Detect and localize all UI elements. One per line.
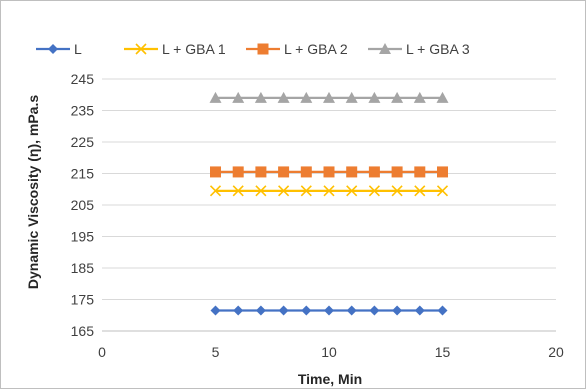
data-point-3-1 [232, 91, 245, 103]
legend-marker-3 [379, 43, 391, 54]
gridlines [102, 78, 556, 332]
y-tick-label-175: 175 [71, 292, 95, 308]
data-point-0-2 [255, 305, 266, 316]
data-point-0-4 [301, 305, 312, 316]
legend-marker-1 [135, 43, 147, 55]
data-point-3-3 [277, 91, 290, 103]
data-point-0-0 [210, 305, 221, 316]
data-point-2-7 [368, 166, 380, 178]
data-point-3-10 [436, 91, 449, 103]
data-point-3-6 [345, 91, 358, 103]
x-axis-title: Time, Min [298, 371, 362, 387]
data-point-2-10 [437, 166, 448, 178]
y-tick-label-245: 245 [71, 71, 95, 87]
legend-item-1: L + GBA 1 [124, 41, 226, 57]
data-point-0-8 [392, 305, 403, 316]
x-axis-ticks: 0 5 10 15 20 [98, 344, 564, 360]
data-point-2-1 [232, 166, 244, 178]
y-axis-ticks: 165 175 185 195 205 215 225 235 245 [71, 71, 95, 339]
x-tick-label-15: 15 [435, 344, 451, 360]
legend-item-3: L + GBA 3 [368, 41, 470, 57]
series-1 [209, 185, 449, 197]
data-point-2-0 [210, 166, 221, 178]
legend-label-0: L [74, 41, 82, 57]
y-tick-label-165: 165 [71, 323, 95, 339]
y-axis-title: Dynamic Viscosity (η), mPa.s [25, 95, 41, 289]
legend-marker-2 [257, 43, 269, 55]
data-point-1-6 [346, 185, 358, 197]
data-point-3-8 [391, 91, 404, 103]
x-tick-label-0: 0 [98, 344, 106, 360]
data-point-3-4 [300, 91, 313, 103]
legend-label-3: L + GBA 3 [406, 41, 470, 57]
legend: L L + GBA 1 L + GBA 2 L + GBA 3 [36, 41, 470, 57]
data-point-1-2 [255, 185, 267, 197]
data-point-1-10 [436, 185, 449, 197]
data-point-3-9 [413, 91, 426, 103]
legend-marker-0 [48, 44, 58, 54]
data-point-1-5 [323, 185, 335, 197]
data-point-2-8 [391, 166, 403, 178]
data-point-3-0 [209, 91, 222, 103]
series-2 [210, 166, 448, 178]
y-tick-label-225: 225 [71, 134, 95, 150]
data-point-1-1 [232, 185, 244, 197]
series-group [209, 91, 449, 316]
legend-label-1: L + GBA 1 [162, 41, 226, 57]
legend-item-0: L [36, 41, 82, 57]
data-point-2-2 [255, 166, 267, 178]
data-point-0-5 [324, 305, 334, 316]
data-point-2-5 [323, 166, 335, 178]
data-point-1-0 [209, 185, 222, 197]
y-tick-label-215: 215 [71, 166, 95, 182]
y-tick-label-235: 235 [71, 103, 95, 119]
legend-item-2: L + GBA 2 [246, 41, 348, 57]
data-point-0-9 [414, 305, 425, 316]
series-3 [209, 91, 449, 103]
y-tick-label-205: 205 [71, 197, 95, 213]
data-point-2-6 [346, 166, 358, 178]
legend-label-2: L + GBA 2 [284, 41, 348, 57]
data-point-0-6 [346, 305, 357, 316]
y-tick-label-185: 185 [71, 260, 95, 276]
data-point-2-3 [278, 166, 290, 178]
y-tick-label-195: 195 [71, 229, 95, 245]
data-point-1-4 [300, 185, 312, 197]
data-point-3-2 [254, 91, 267, 103]
x-tick-label-10: 10 [321, 344, 337, 360]
data-point-0-3 [278, 305, 289, 316]
data-point-1-7 [368, 185, 380, 197]
data-point-1-8 [391, 185, 403, 197]
data-point-1-3 [278, 185, 290, 197]
data-point-0-1 [233, 305, 244, 316]
data-point-2-4 [300, 166, 312, 178]
data-point-3-5 [323, 91, 335, 103]
x-tick-label-5: 5 [212, 344, 220, 360]
x-tick-label-20: 20 [548, 344, 564, 360]
data-point-2-9 [414, 166, 426, 178]
data-point-1-9 [414, 185, 426, 197]
data-point-0-7 [369, 305, 380, 316]
series-0 [210, 305, 448, 316]
data-point-3-7 [368, 91, 381, 103]
data-point-0-10 [437, 305, 448, 316]
